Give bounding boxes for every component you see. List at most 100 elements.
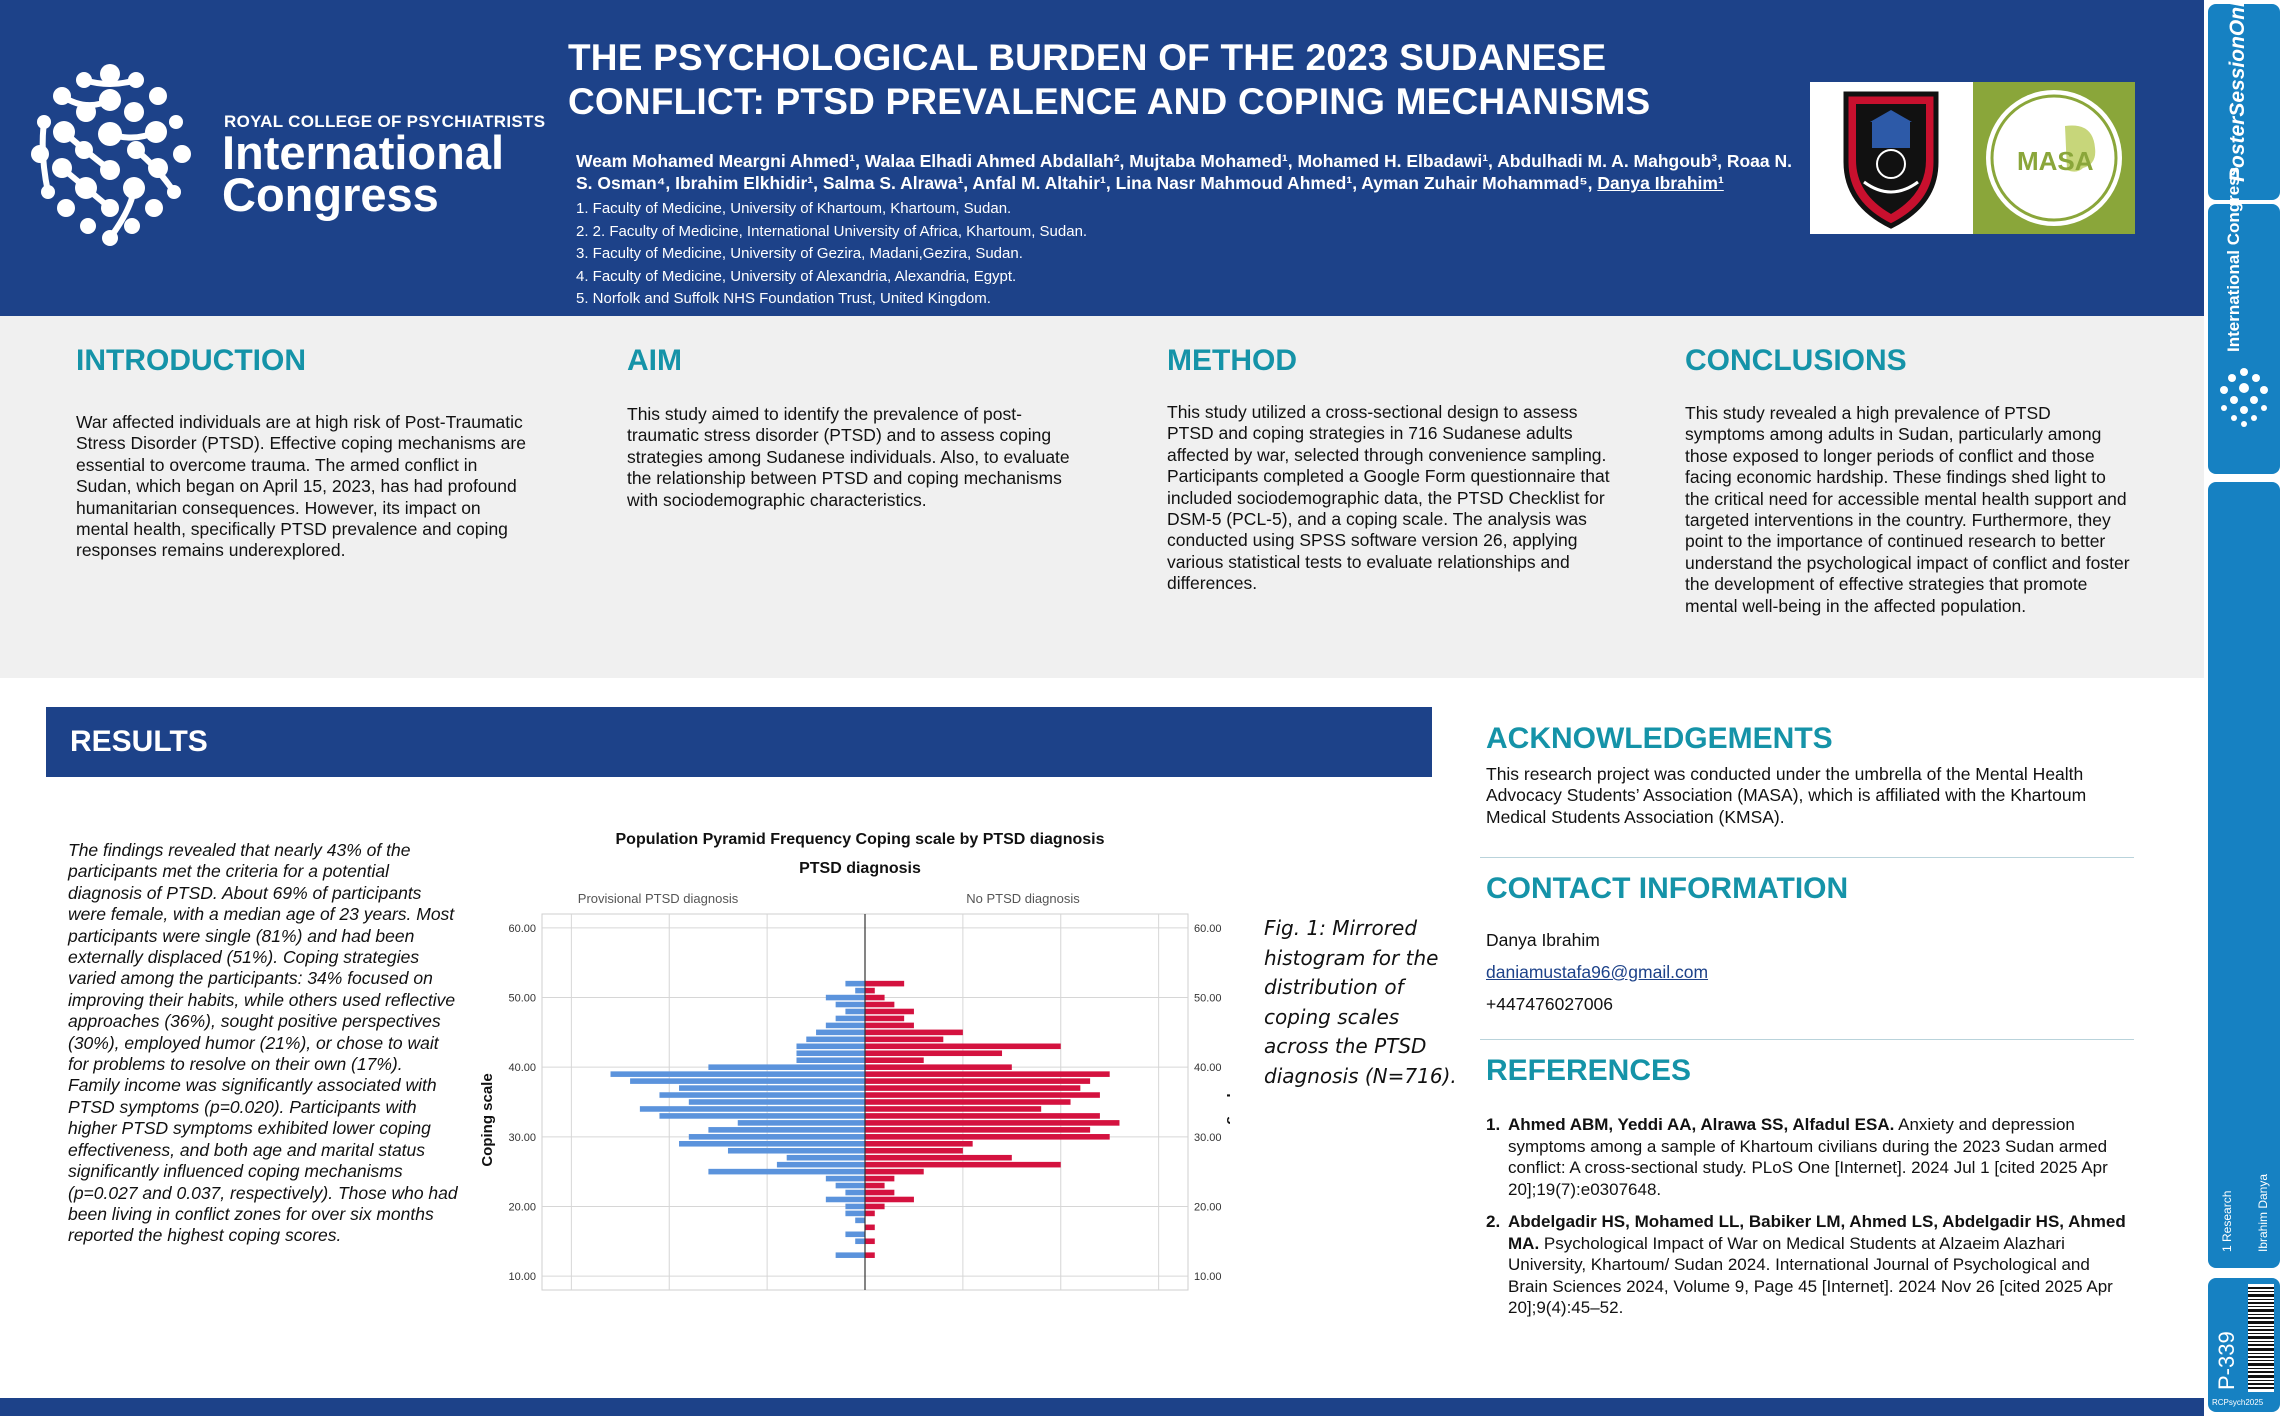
- bar-provisional-ptsd: [816, 1029, 865, 1036]
- brain-icon: [1986, 90, 2122, 226]
- bar-provisional-ptsd: [727, 1147, 865, 1154]
- bar-no-ptsd: [865, 1106, 1042, 1112]
- bar-no-ptsd: [865, 980, 905, 987]
- y-tick-label-left: 50.00: [508, 993, 536, 1005]
- poster-id: P-339: [2214, 1331, 2239, 1390]
- x-tick-label: 30.0: [561, 1309, 582, 1310]
- acknowledgements-section: ACKNOWLEDGEMENTS This research project w…: [1486, 722, 2134, 828]
- reference-item: 1. Ahmed ABM, Yeddi AA, Alrawa SS, Alfadu…: [1486, 1114, 2134, 1200]
- bar-provisional-ptsd: [835, 1001, 865, 1008]
- x-tick-label: 20.0: [1050, 1309, 1071, 1310]
- bar-provisional-ptsd: [806, 1036, 865, 1043]
- bar-provisional-ptsd: [845, 980, 865, 987]
- results-heading: RESULTS: [70, 725, 208, 758]
- bar-no-ptsd: [865, 1134, 1110, 1140]
- legend-left-label: Provisional PTSD diagnosis: [578, 891, 739, 906]
- title-line-2: CONFLICT: PTSD PREVALENCE AND COPING MEC…: [568, 81, 1651, 122]
- bar-no-ptsd: [865, 1113, 1100, 1119]
- bar-provisional-ptsd: [825, 994, 865, 1001]
- bar-provisional-ptsd: [855, 987, 865, 994]
- introduction-heading: INTRODUCTION: [76, 344, 306, 377]
- bar-provisional-ptsd: [835, 1252, 865, 1258]
- results-text: The findings revealed that nearly 43% of…: [68, 840, 458, 1246]
- bar-no-ptsd: [865, 1189, 895, 1196]
- y-tick-label-right: 10.00: [1194, 1271, 1222, 1283]
- bar-no-ptsd: [865, 1203, 885, 1210]
- bar-provisional-ptsd: [688, 1099, 865, 1105]
- bar-provisional-ptsd: [796, 1043, 865, 1050]
- method-text: This study utilized a cross-sectional de…: [1167, 402, 1610, 594]
- bar-no-ptsd: [865, 1099, 1071, 1105]
- affiliation-item: 4. Faculty of Medicine, University of Al…: [576, 267, 1017, 285]
- bar-provisional-ptsd: [825, 1175, 865, 1182]
- bar-provisional-ptsd: [737, 1120, 865, 1126]
- bar-provisional-ptsd: [855, 1238, 865, 1245]
- bar-provisional-ptsd: [659, 1113, 865, 1119]
- poster-info-tab[interactable]: 1 Research Ibrahim Danya: [2208, 482, 2280, 1268]
- section-divider: [1480, 857, 2134, 858]
- pyramid-chart: Population Pyramid Frequency Coping scal…: [470, 820, 1243, 1321]
- y-axis-label-right: Coping scale: [1226, 1073, 1230, 1166]
- bar-provisional-ptsd: [776, 1161, 865, 1168]
- bar-no-ptsd: [865, 1196, 914, 1203]
- y-tick-label-left: 30.00: [508, 1132, 536, 1144]
- bar-provisional-ptsd: [679, 1085, 865, 1091]
- congress-tab[interactable]: International Congress: [2208, 167, 2280, 474]
- affiliation-item: 5. Norfolk and Suffolk NHS Foundation Tr…: [576, 290, 991, 307]
- session-sidebar: PosterSessionOnline International Congre…: [2204, 0, 2283, 1416]
- conclusions-heading: CONCLUSIONS: [1685, 344, 1907, 377]
- postersessiononline-tab[interactable]: PosterSessionOnline: [2208, 0, 2280, 200]
- bar-no-ptsd: [865, 1168, 924, 1175]
- bar-provisional-ptsd: [825, 1022, 865, 1029]
- aim-heading: AIM: [627, 344, 682, 377]
- method-heading: METHOD: [1167, 344, 1297, 377]
- congress-logo-icon: [31, 64, 191, 246]
- title-line-1: THE PSYCHOLOGICAL BURDEN OF THE 2023 SUD…: [568, 37, 1607, 78]
- bar-no-ptsd: [865, 1071, 1110, 1077]
- bar-no-ptsd: [865, 1057, 924, 1064]
- contact-name: Danya Ibrahim: [1486, 930, 1600, 950]
- footer-strip: [0, 1398, 2204, 1416]
- bar-provisional-ptsd: [825, 1196, 865, 1203]
- bar-provisional-ptsd: [610, 1071, 865, 1077]
- contact-email: daniamustafa96@gmail.com: [1486, 956, 2134, 988]
- bar-provisional-ptsd: [845, 1231, 865, 1238]
- bar-no-ptsd: [865, 1064, 1012, 1070]
- email-link[interactable]: daniamustafa96@gmail.com: [1486, 962, 1709, 982]
- x-tick-label: 10.0: [756, 1309, 777, 1310]
- y-tick-label-left: 40.00: [508, 1062, 536, 1074]
- y-tick-label-right: 40.00: [1194, 1062, 1222, 1074]
- bar-no-ptsd: [865, 1147, 963, 1154]
- bar-no-ptsd: [865, 1182, 885, 1189]
- y-tick-label-left: 10.00: [508, 1271, 536, 1283]
- aim-text: This study aimed to identify the prevale…: [627, 404, 1070, 510]
- y-tick-label-right: 50.00: [1194, 993, 1222, 1005]
- bar-provisional-ptsd: [845, 1189, 865, 1196]
- logo-congress-name: International Congress: [222, 129, 504, 221]
- bar-no-ptsd: [865, 987, 875, 994]
- logo-college-name: ROYAL COLLEGE OF PSYCHIATRISTS: [224, 112, 546, 131]
- masa-logo-text: MASA: [2017, 146, 2094, 176]
- faculty-of-medicine-logo: [1810, 82, 1972, 234]
- bar-no-ptsd: [865, 1140, 973, 1147]
- conclusions-text: This study revealed a high prevalence of…: [1685, 403, 2130, 616]
- bar-provisional-ptsd: [796, 1050, 865, 1057]
- reference-authors: Abdelgadir HS, Mohamed LL, Babiker LM, A…: [1508, 1212, 2126, 1253]
- reference-details: Psychological Impact of War on Medical S…: [1508, 1233, 2113, 1318]
- logo-line-2: Congress: [222, 168, 439, 221]
- section-divider: [1480, 1039, 2134, 1040]
- poster-id-tab[interactable]: P-339 RCPsych2025: [2208, 1278, 2280, 1412]
- bar-no-ptsd: [865, 1050, 1003, 1057]
- bar-no-ptsd: [865, 1029, 963, 1036]
- x-tick-label: 30.0: [1148, 1309, 1169, 1310]
- bar-provisional-ptsd: [835, 1182, 865, 1189]
- bar-provisional-ptsd: [845, 1210, 865, 1217]
- bar-provisional-ptsd: [630, 1078, 865, 1084]
- bar-no-ptsd: [865, 994, 885, 1001]
- bar-no-ptsd: [865, 1078, 1091, 1084]
- affiliation-item: 2. 2. Faculty of Medicine, International…: [576, 222, 1088, 240]
- chart-subtitle: PTSD diagnosis: [799, 860, 921, 877]
- intro-band: INTRODUCTION War affected individuals ar…: [0, 316, 2204, 678]
- bar-no-ptsd: [865, 1238, 875, 1245]
- reference-number: 1.: [1486, 1115, 1501, 1134]
